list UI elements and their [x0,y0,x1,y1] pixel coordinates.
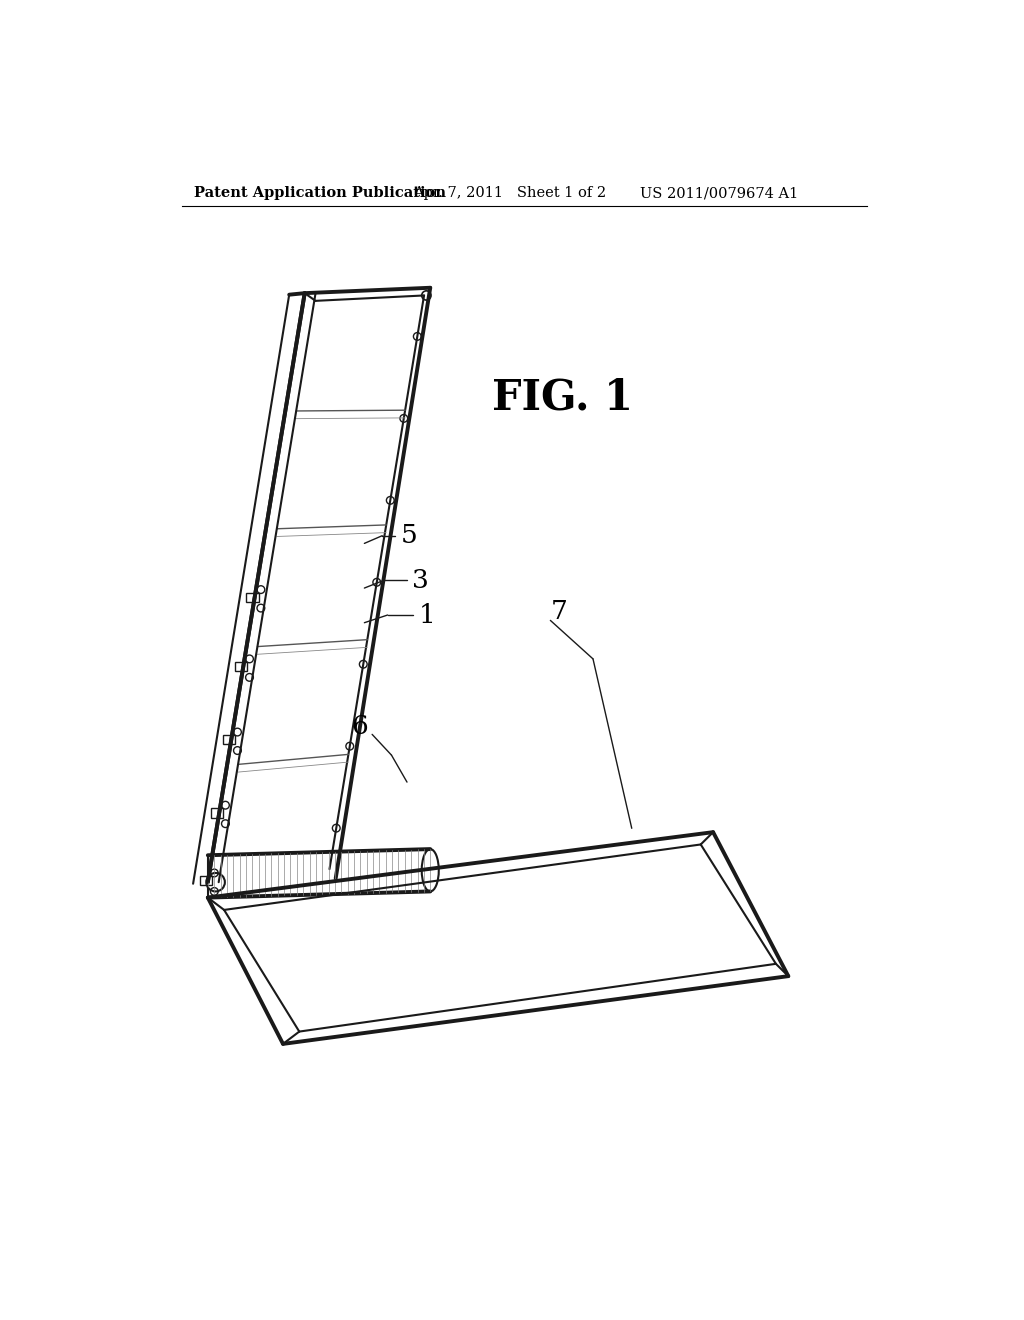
Bar [246,593,258,602]
Text: 5: 5 [400,523,418,548]
Bar [234,663,247,671]
Text: FIG. 1: FIG. 1 [492,376,633,418]
Text: 1: 1 [419,602,435,627]
Text: Apr. 7, 2011   Sheet 1 of 2: Apr. 7, 2011 Sheet 1 of 2 [414,186,606,201]
Bar [211,808,223,817]
Bar [200,876,212,886]
Text: 7: 7 [551,599,568,623]
Text: 3: 3 [413,568,429,593]
Text: US 2011/0079674 A1: US 2011/0079674 A1 [640,186,798,201]
Text: Patent Application Publication: Patent Application Publication [194,186,445,201]
Text: 6: 6 [351,714,368,739]
Bar [223,735,236,744]
